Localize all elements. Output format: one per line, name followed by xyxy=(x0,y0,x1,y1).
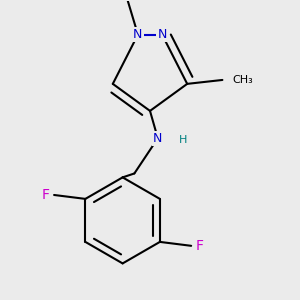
Text: F: F xyxy=(41,188,50,202)
Text: F: F xyxy=(196,239,204,253)
Text: N: N xyxy=(153,132,163,145)
Text: N: N xyxy=(158,28,167,41)
Text: CH₃: CH₃ xyxy=(232,75,253,85)
Text: H: H xyxy=(179,135,188,145)
Text: N: N xyxy=(133,28,142,41)
